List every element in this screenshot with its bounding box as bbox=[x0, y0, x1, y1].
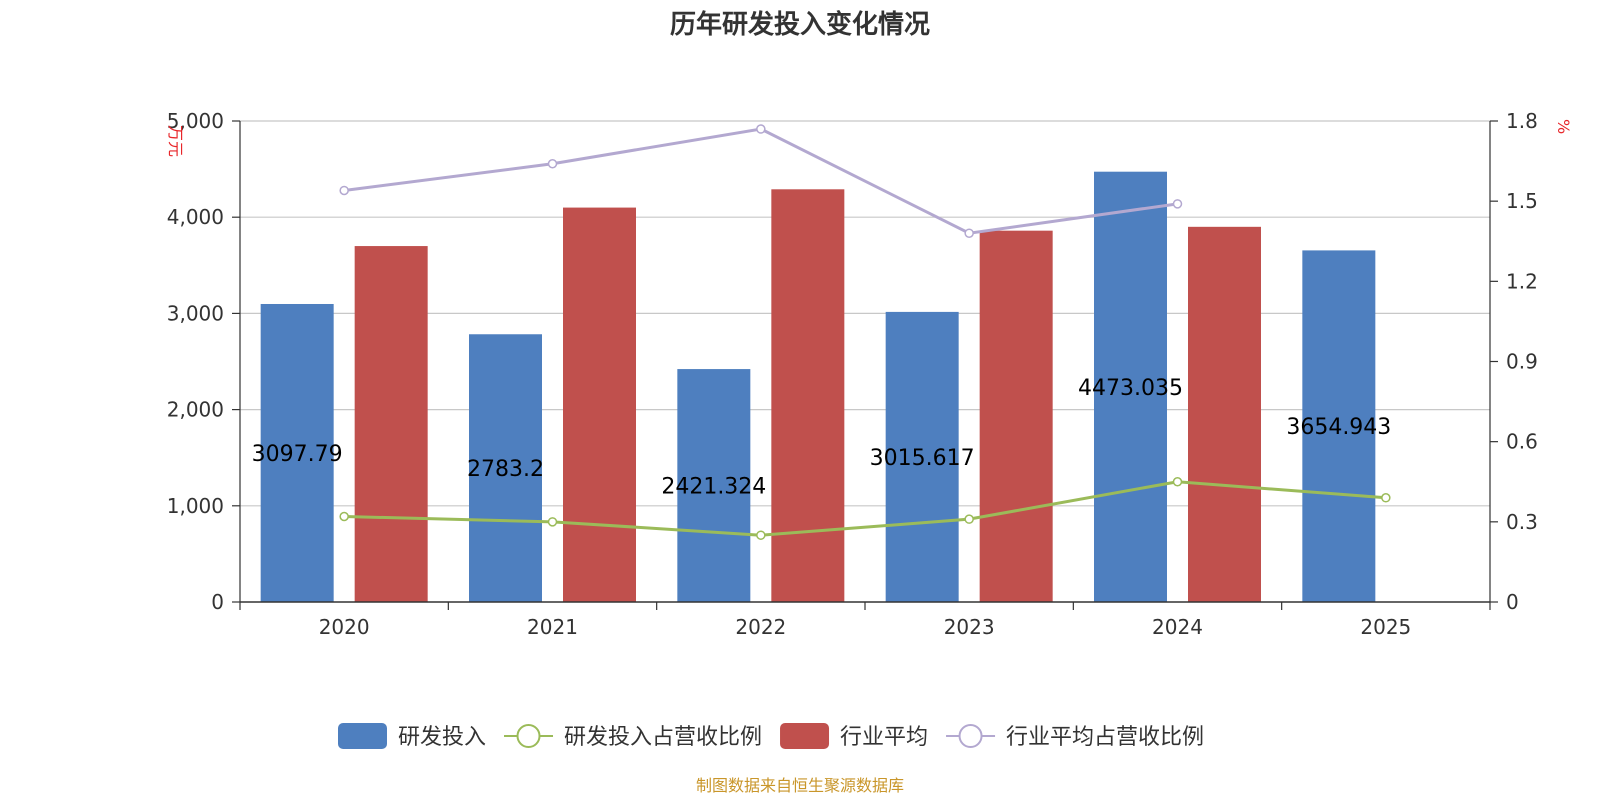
bar bbox=[260, 303, 334, 602]
data-label: 2421.324 bbox=[661, 475, 766, 500]
bar bbox=[979, 230, 1053, 602]
bar bbox=[354, 246, 428, 602]
data-point bbox=[756, 124, 766, 134]
left-axis-unit: 万元 bbox=[166, 125, 185, 157]
x-tick-label: 2022 bbox=[735, 615, 786, 639]
legend-marker bbox=[958, 724, 983, 748]
data-label: 3097.79 bbox=[252, 442, 343, 467]
bar bbox=[677, 369, 751, 602]
data-label: 3654.943 bbox=[1286, 415, 1391, 440]
x-tick-label: 2024 bbox=[1152, 615, 1203, 639]
x-tick-label: 2025 bbox=[1360, 615, 1411, 639]
legend-label: 行业平均 bbox=[840, 725, 928, 750]
series-line bbox=[344, 480, 1386, 537]
data-point bbox=[339, 511, 349, 522]
legend-swatch bbox=[338, 723, 387, 749]
grid bbox=[240, 120, 1490, 507]
bar bbox=[771, 189, 845, 602]
data-point bbox=[547, 517, 558, 527]
axes: 0 1,000 2,000 3,000 4,000 5,000 0 0.3 0.6 0.9 1.2 1… bbox=[167, 109, 1538, 639]
data-point bbox=[1172, 199, 1183, 209]
bar bbox=[469, 334, 542, 602]
x-tick-label: 2020 bbox=[319, 615, 370, 639]
lines bbox=[339, 124, 1391, 540]
legend-label: 行业平均占营收比例 bbox=[1006, 725, 1204, 750]
legend-label: 研发投入 bbox=[398, 725, 486, 750]
data-point bbox=[756, 530, 766, 540]
x-tick-label: 2021 bbox=[527, 615, 578, 639]
bars bbox=[260, 171, 1376, 603]
data-point bbox=[1381, 493, 1391, 503]
right-tick-label: 1.8 bbox=[1506, 109, 1538, 133]
right-tick-label: 0.6 bbox=[1506, 430, 1538, 454]
data-point bbox=[547, 159, 558, 169]
legend-swatch bbox=[780, 723, 830, 749]
data-label: 4473.035 bbox=[1078, 376, 1183, 401]
left-tick-label: 4,000 bbox=[167, 205, 224, 229]
legend-marker bbox=[516, 724, 541, 748]
x-tick-label: 2023 bbox=[944, 615, 995, 639]
bar bbox=[1188, 226, 1261, 602]
chart-title: 历年研发投入变化情况 bbox=[670, 9, 930, 40]
left-tick-label: 5,000 bbox=[167, 109, 224, 133]
data-point bbox=[964, 228, 974, 238]
left-tick-label: 2,000 bbox=[167, 398, 224, 422]
right-tick-label: 0 bbox=[1506, 590, 1519, 614]
legend: 研发投入 研发投入占营收比例 行业平均 行业平均占营收比例 bbox=[338, 723, 1204, 750]
data-label: 2783.2 bbox=[467, 457, 544, 482]
right-tick-label: 1.5 bbox=[1506, 189, 1538, 213]
left-tick-label: 0 bbox=[211, 590, 224, 614]
bar bbox=[563, 207, 636, 602]
legend-label: 研发投入占营收比例 bbox=[564, 725, 762, 750]
left-tick-label: 3,000 bbox=[167, 301, 224, 325]
bar bbox=[885, 311, 959, 602]
right-axis-unit: % bbox=[1554, 119, 1573, 134]
right-tick-label: 1.2 bbox=[1506, 269, 1538, 293]
data-point bbox=[964, 514, 974, 524]
data-labels: 3097.79 2783.2 2421.324 3015.617 4473.035 365… bbox=[252, 376, 1392, 500]
right-tick-label: 0.3 bbox=[1506, 510, 1538, 534]
source-note: 制图数据来自恒生聚源数据库 bbox=[696, 776, 904, 795]
data-point bbox=[1172, 477, 1183, 487]
bar bbox=[1094, 171, 1167, 602]
data-label: 3015.617 bbox=[870, 446, 975, 471]
left-tick-label: 1,000 bbox=[167, 494, 224, 518]
right-tick-label: 0.9 bbox=[1506, 350, 1538, 374]
data-point bbox=[339, 185, 349, 196]
bar bbox=[1302, 250, 1376, 603]
